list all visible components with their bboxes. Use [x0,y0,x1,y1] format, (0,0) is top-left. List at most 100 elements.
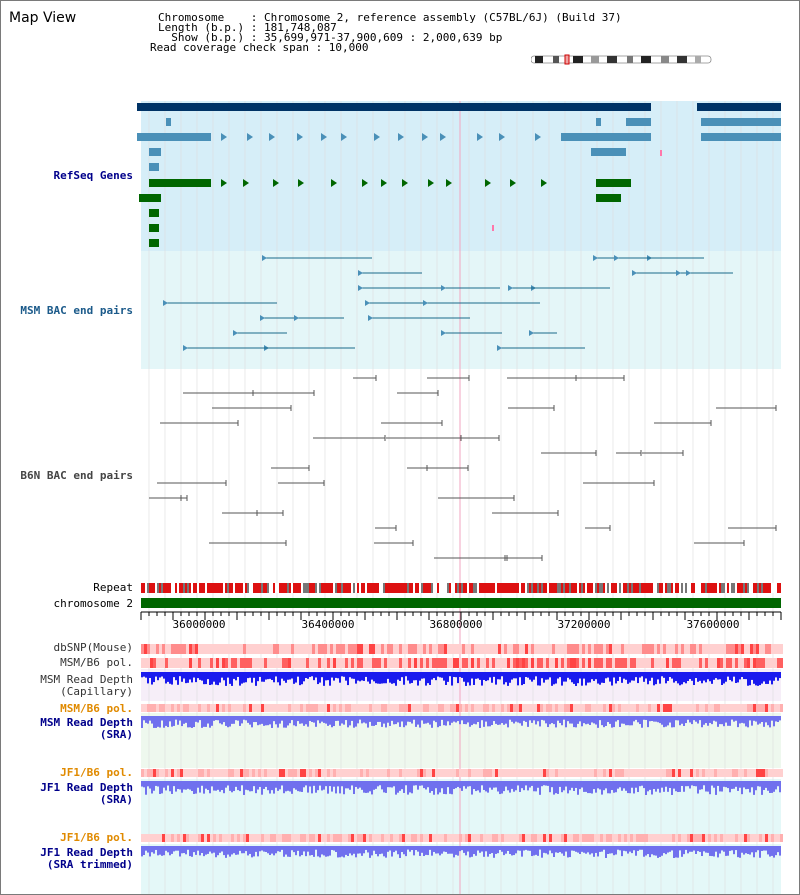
polymorphism-cell [633,834,636,842]
read-depth-bar [171,672,173,685]
read-depth-bar [313,846,315,857]
repeat-mark [639,583,641,593]
polymorphism-cell [738,704,741,712]
polymorphism-cell [471,834,474,842]
read-depth-bar [229,781,231,791]
polymorphism-cell [315,769,318,777]
read-depth-bar [593,716,595,724]
read-depth-bar [453,716,455,722]
polymorphism-cell [522,658,525,668]
read-depth-bar [231,716,233,724]
polymorphism-cell [762,704,765,712]
polymorphism-cell [405,834,408,842]
read-depth-bar [601,846,603,852]
read-depth-bar [305,716,307,725]
polymorphism-cell [228,658,231,668]
read-depth-bar [159,716,161,728]
read-depth-bar [509,672,511,683]
polymorphism-cell [141,704,144,712]
read-depth-bar [449,846,451,854]
repeat-mark [591,583,593,593]
polymorphism-cell [579,704,582,712]
polymorphism-cell [513,834,516,842]
read-depth-bar [227,846,229,855]
read-depth-bar [269,846,271,856]
repeat-mark [471,583,473,593]
read-depth-bar [651,846,653,855]
read-depth-bar [283,781,285,794]
polymorphism-cell [501,704,504,712]
chromosome-ideogram[interactable] [531,54,713,66]
read-depth-bar [567,672,569,678]
polymorphism-cell [753,658,756,668]
repeat-mark [497,583,499,593]
polymorphism-cell [687,834,690,842]
repeat-mark [757,583,759,593]
read-depth-bar [393,846,395,853]
repeat-mark [527,583,529,593]
polymorphism-cell [417,769,420,777]
polymorphism-cell [177,834,180,842]
read-depth-bar [197,781,199,788]
read-depth-bar [665,716,667,727]
polymorphism-cell [285,704,288,712]
polymorphism-cell [372,658,375,668]
repeat-mark [459,583,461,593]
repeat-mark [289,583,291,593]
read-depth-bar [727,846,729,856]
read-depth-bar [661,672,663,677]
polymorphism-cell [153,834,156,842]
read-depth-bar [693,672,695,686]
repeat-mark [163,583,165,593]
repeat-mark [549,583,551,593]
read-depth-bar [225,672,227,686]
repeat-mark [185,583,187,593]
read-depth-bar [211,846,213,854]
polymorphism-cell [777,658,780,668]
read-depth-bar [481,846,483,852]
polymorphism-cell [621,769,624,777]
polymorphism-cell [333,704,336,712]
polymorphism-cell [651,769,654,777]
polymorphism-cell [273,834,276,842]
read-depth-bar [341,716,343,724]
read-depth-bar [723,846,725,852]
read-depth-bar [375,716,377,725]
read-depth-bar [463,672,465,682]
read-depth-bar [481,781,483,786]
read-depth-bar [279,672,281,686]
read-depth-bar [331,716,333,728]
polymorphism-cell [528,704,531,712]
read-depth-bar [627,716,629,726]
polymorphism-cell [375,704,378,712]
read-depth-bar [421,672,423,679]
polymorphism-cell [591,658,594,668]
read-depth-bar [433,672,435,679]
read-depth-bar [435,846,437,854]
repeat-mark [547,583,549,593]
polymorphism-cell [570,658,573,668]
polymorphism-cell [324,644,327,654]
msm-bac-track-bg [141,251,781,369]
polymorphism-cell [612,658,615,668]
chromosome-bar [141,598,781,608]
polymorphism-cell [444,769,447,777]
read-depth-bar [447,846,449,854]
polymorphism-cell [561,704,564,712]
polymorphism-cell [201,704,204,712]
read-depth-bar [357,846,359,854]
read-depth-bar [341,846,343,857]
read-depth-bar [493,672,495,677]
refseq-gene [596,118,601,126]
polymorphism-cell [648,834,651,842]
read-depth-bar [471,846,473,857]
polymorphism-cell [645,769,648,777]
read-depth-bar [605,716,607,726]
repeat-mark [529,583,531,593]
polymorphism-cell [609,658,612,668]
read-depth-bar [729,716,731,726]
polymorphism-cell [195,644,198,654]
repeat-mark [253,583,255,593]
read-depth-bar [727,672,729,677]
